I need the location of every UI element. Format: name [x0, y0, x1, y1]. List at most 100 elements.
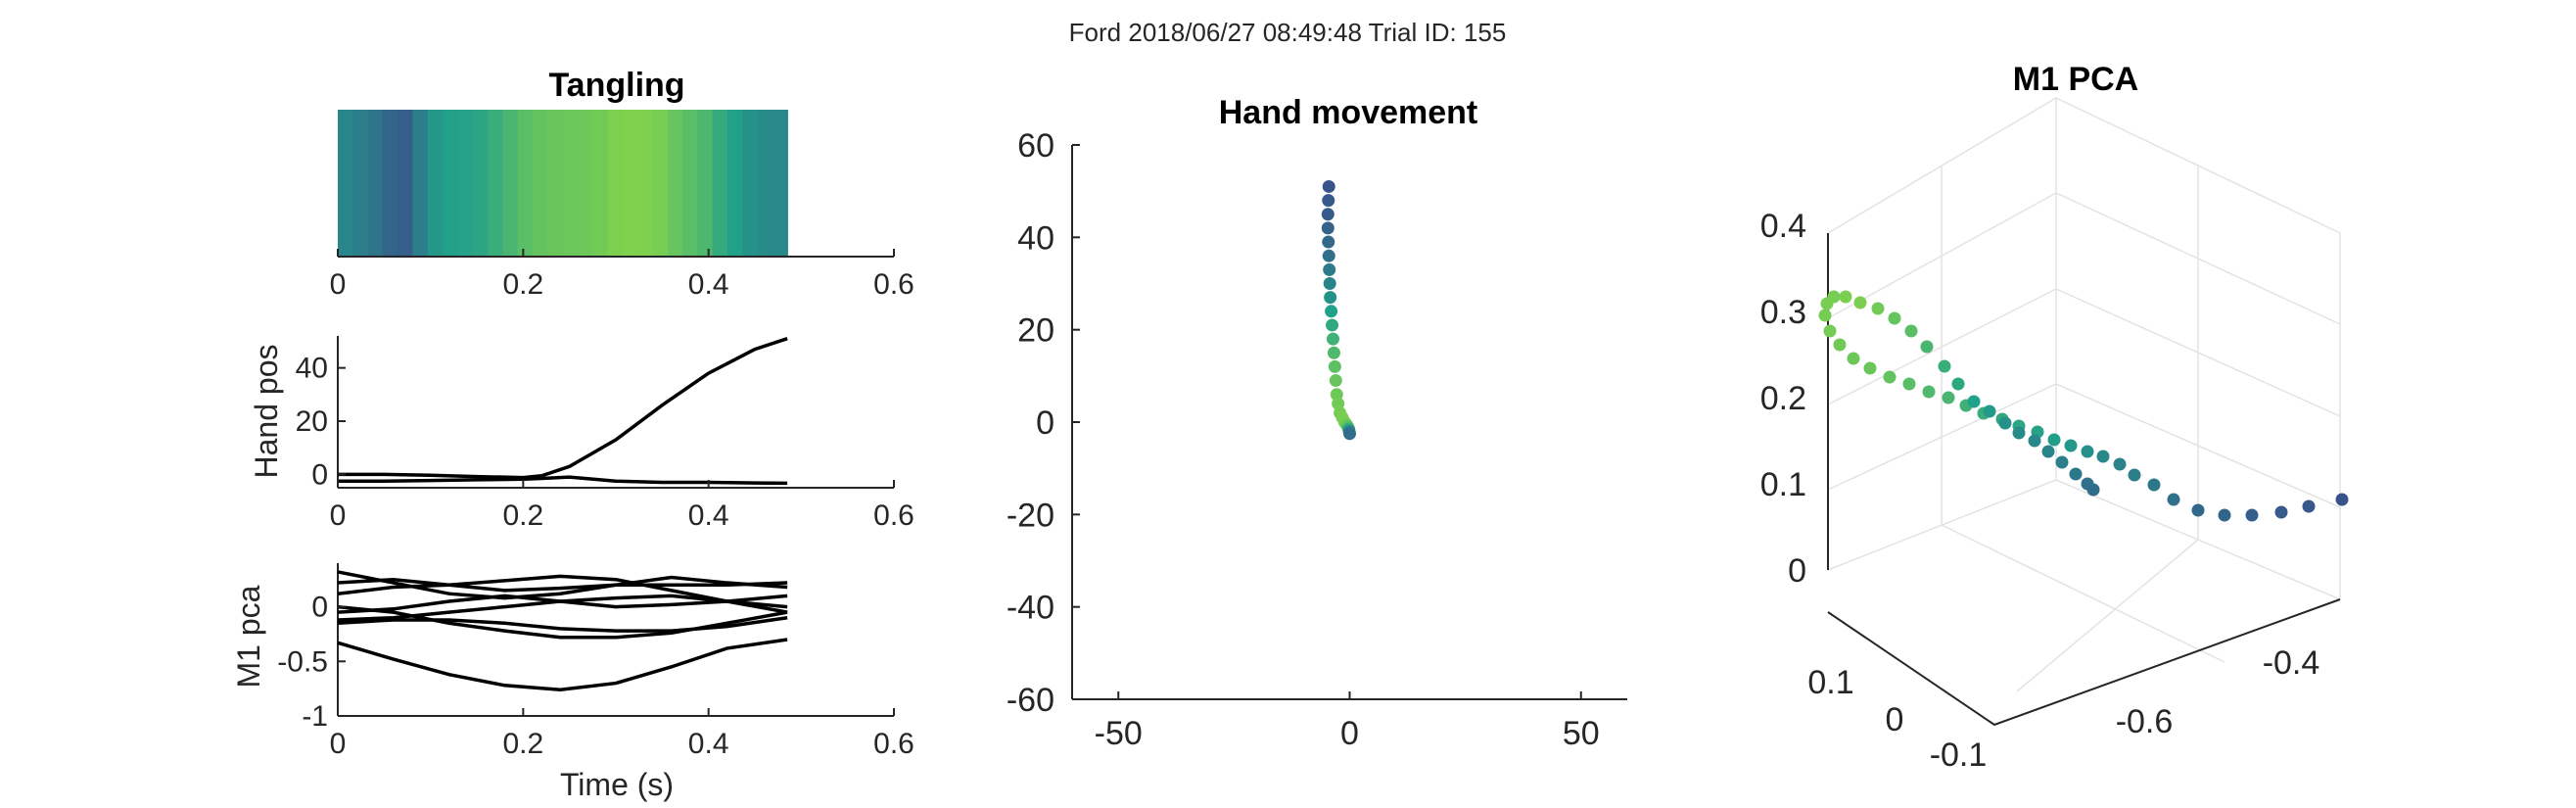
pca-trajectory-point: [1951, 377, 1965, 391]
tangling-cell: [726, 110, 744, 257]
tangling-cell: [772, 110, 788, 257]
pca-trajectory-point: [2047, 433, 2061, 447]
pca-trajectory-point: [2081, 445, 2094, 458]
m1-pca-y-label: M1 pca: [231, 585, 266, 688]
tangling-title: Tangling: [548, 67, 684, 104]
y-tick-label: 60: [1017, 127, 1054, 165]
x-tick-label: 0.4: [688, 499, 729, 532]
pca-trajectory-point: [2055, 455, 2069, 469]
tangling-cell: [532, 110, 549, 257]
pca-trajectory-point: [1871, 302, 1885, 315]
hand-position-point: [1322, 235, 1335, 249]
tangling-cell: [443, 110, 459, 257]
y-tick-label: -60: [1007, 682, 1054, 719]
y-tick-label: 0.1: [1807, 664, 1853, 701]
pca-trajectory-point: [1847, 352, 1860, 365]
hand-position-point: [1329, 374, 1342, 388]
m1-pca-3d-floor-axes: [1827, 598, 2341, 727]
figure-title: Ford 2018/06/27 08:49:48 Trial ID: 155: [1069, 18, 1507, 47]
pca-trajectory-point: [2167, 493, 2180, 506]
pca-trajectory-point: [2069, 467, 2083, 481]
m1-pca-ticks: 0 0.2 0.4 0.6 -1 -0.5 0: [277, 592, 914, 760]
x-tick-label: 0.2: [502, 728, 543, 760]
hand-movement-title: Hand movement: [1219, 94, 1478, 131]
hand-position-point: [1323, 277, 1336, 290]
pca-trajectory-point: [1983, 404, 1996, 418]
m1-pca-3d-grid: [1827, 96, 2341, 692]
pca-trajectory-point: [1883, 370, 1897, 384]
pca-trajectory-point: [1833, 338, 1847, 352]
y-tick-label: 20: [1017, 312, 1054, 350]
hand-position-point: [1325, 305, 1338, 318]
pca-trajectory-point: [1818, 309, 1832, 322]
tangling-cell: [712, 110, 728, 257]
m1-pca-panel: 0 0.2 0.4 0.6 -1 -0.5 0 M1 pca Time (s): [231, 563, 914, 802]
pca-trajectory-point: [2064, 439, 2078, 452]
x-tick-label: 0: [1340, 715, 1359, 752]
z-tick-label: 0: [1788, 552, 1806, 590]
y-tick-label: 0: [1886, 701, 1904, 738]
tangling-cell: [757, 110, 773, 257]
pca-trajectory-point: [2335, 493, 2349, 506]
tangling-cell: [398, 110, 414, 257]
y-tick-label: -0.5: [277, 645, 328, 678]
tangling-cell: [742, 110, 759, 257]
y-tick-label: -0.1: [1930, 737, 1988, 774]
tangling-cell: [607, 110, 624, 257]
tangling-cell: [412, 110, 429, 257]
pca-trajectory-point: [1922, 385, 1936, 399]
x-tick-label: 0: [330, 499, 347, 532]
series-line: [337, 577, 788, 593]
series-line: [337, 638, 788, 692]
pca-trajectory-point: [1920, 340, 1934, 354]
pca-trajectory-point: [2128, 468, 2141, 482]
pca-trajectory-point: [1863, 361, 1877, 375]
x-tick-label: 0.2: [502, 268, 543, 301]
x-tick-label: -0.4: [2263, 644, 2320, 682]
series-line: [338, 475, 788, 486]
hand-position-point: [1324, 291, 1337, 305]
hand-position-point: [1326, 332, 1339, 346]
tangling-cell: [697, 110, 714, 257]
hand-position-point: [1322, 249, 1335, 262]
x-tick-label: 0.6: [873, 728, 914, 760]
pca-trajectory-point: [1904, 324, 1918, 338]
y-tick-label: -1: [302, 700, 328, 733]
y-tick-label: 0: [1036, 404, 1054, 442]
tangling-cell: [577, 110, 593, 257]
tangling-x-ticks: 0 0.2 0.4 0.6: [330, 249, 914, 301]
hand-movement-panel: Hand movement -50 0 50 -60 -40 -20 0 20 40 60: [1007, 94, 1627, 752]
x-tick-label: 0.4: [688, 268, 729, 301]
z-tick-label: 0.4: [1760, 208, 1806, 245]
z-tick-label: 0.3: [1760, 294, 1806, 331]
hand-position-point: [1321, 208, 1335, 221]
y-tick-label: 40: [296, 353, 328, 385]
z-tick-label: 0.2: [1760, 380, 1806, 417]
tangling-cell: [637, 110, 654, 257]
pca-trajectory-point: [2274, 505, 2288, 519]
pca-trajectory-point: [2028, 434, 2041, 448]
tangling-cell: [367, 110, 384, 257]
tangling-cell: [652, 110, 669, 257]
tangling-panel: Tangling 0 0.2 0.4 0.6: [330, 67, 914, 301]
x-tick-label: 0.6: [873, 268, 914, 301]
pca-trajectory-point: [1967, 395, 1981, 408]
series-line: [337, 604, 788, 640]
y-tick-label: 40: [1017, 219, 1054, 257]
pca-trajectory-point: [1853, 296, 1867, 309]
tangling-cell: [472, 110, 489, 257]
hand-position-point: [1327, 346, 1340, 359]
hand-position-point: [1321, 221, 1335, 235]
y-tick-label: 20: [296, 405, 328, 438]
tangling-cell: [338, 110, 354, 257]
hand-movement-points: [1321, 179, 1356, 441]
hand-position-point: [1343, 427, 1356, 441]
pca-trajectory-point: [1823, 324, 1837, 338]
tangling-cell: [382, 110, 399, 257]
pca-trajectory-point: [2218, 508, 2231, 522]
hand-position-point: [1322, 179, 1335, 193]
y-tick-label: -20: [1007, 497, 1054, 534]
pca-trajectory-point: [2041, 445, 2055, 458]
tangling-cell: [352, 110, 369, 257]
